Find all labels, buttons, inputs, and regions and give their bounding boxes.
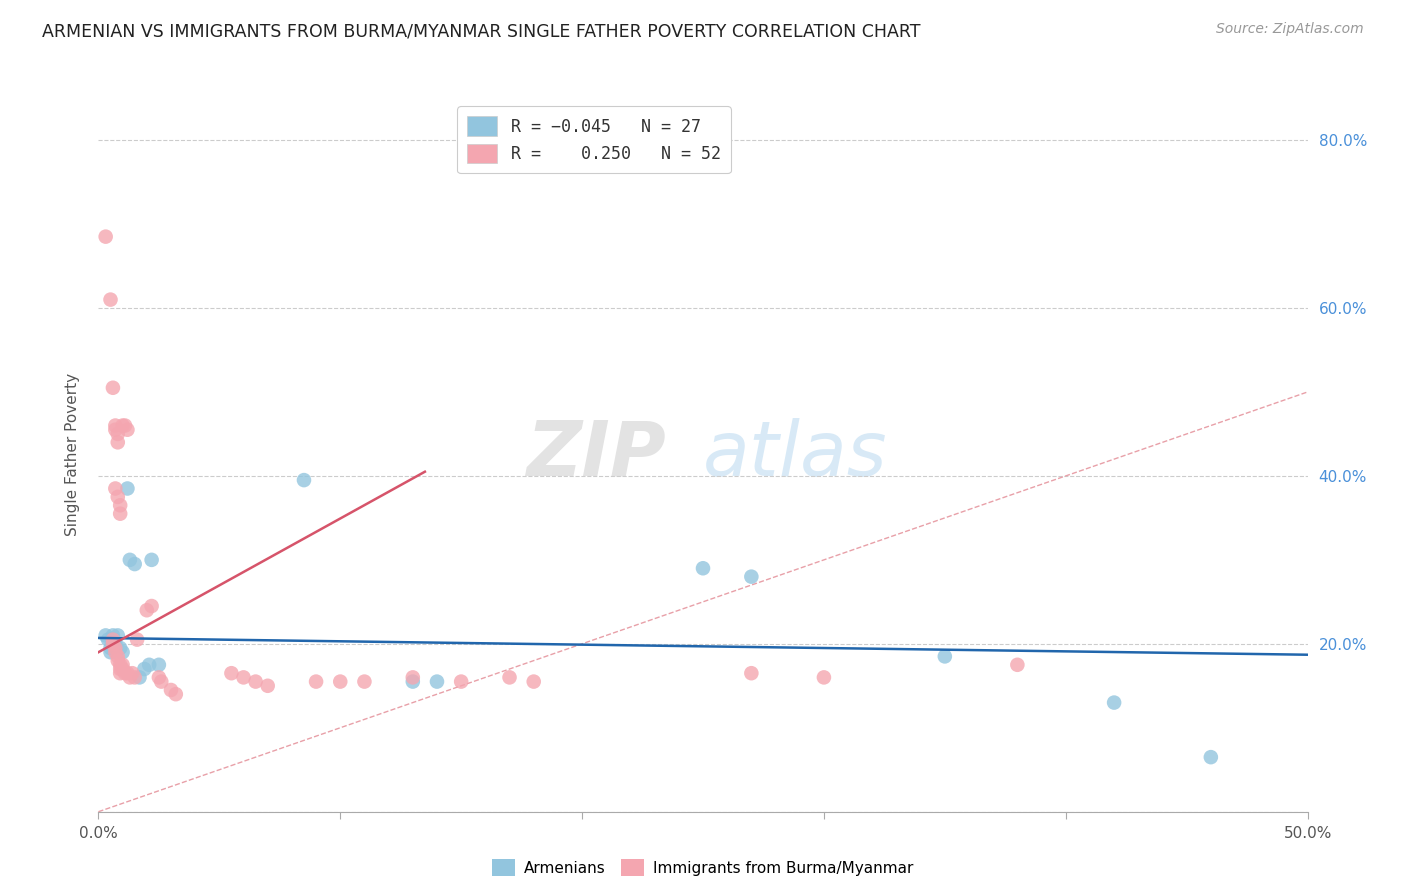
- Point: [498, 670, 520, 684]
- Point: [1102, 696, 1125, 710]
- Text: ARMENIAN VS IMMIGRANTS FROM BURMA/MYANMAR SINGLE FATHER POVERTY CORRELATION CHAR: ARMENIAN VS IMMIGRANTS FROM BURMA/MYANMA…: [42, 22, 921, 40]
- Point: [108, 640, 131, 655]
- Text: ZIP: ZIP: [527, 418, 666, 491]
- Point: [138, 657, 160, 672]
- Point: [101, 381, 124, 395]
- Point: [111, 657, 134, 672]
- Point: [104, 482, 127, 496]
- Point: [292, 473, 315, 487]
- Point: [150, 674, 173, 689]
- Point: [124, 557, 146, 571]
- Point: [121, 666, 143, 681]
- Point: [104, 423, 127, 437]
- Point: [104, 645, 127, 659]
- Point: [148, 670, 170, 684]
- Point: [114, 418, 136, 433]
- Point: [426, 674, 449, 689]
- Point: [101, 628, 124, 642]
- Point: [353, 674, 375, 689]
- Point: [329, 674, 352, 689]
- Point: [141, 599, 163, 613]
- Point: [101, 632, 124, 647]
- Point: [934, 649, 956, 664]
- Point: [692, 561, 714, 575]
- Point: [813, 670, 835, 684]
- Point: [134, 662, 156, 676]
- Point: [108, 666, 131, 681]
- Point: [1199, 750, 1222, 764]
- Point: [740, 569, 762, 583]
- Point: [118, 670, 141, 684]
- Point: [740, 666, 762, 681]
- Y-axis label: Single Father Poverty: Single Father Poverty: [65, 374, 80, 536]
- Point: [107, 628, 129, 642]
- Point: [108, 657, 131, 672]
- Point: [165, 687, 187, 701]
- Point: [117, 423, 139, 437]
- Legend: Armenians, Immigrants from Burma/Myanmar: Armenians, Immigrants from Burma/Myanmar: [486, 853, 920, 882]
- Point: [221, 666, 243, 681]
- Point: [101, 637, 124, 651]
- Point: [101, 632, 124, 647]
- Point: [402, 674, 425, 689]
- Point: [124, 670, 146, 684]
- Point: [160, 683, 183, 698]
- Point: [111, 662, 134, 676]
- Point: [104, 418, 127, 433]
- Point: [128, 670, 150, 684]
- Point: [1007, 657, 1029, 672]
- Point: [111, 418, 134, 433]
- Point: [108, 662, 131, 676]
- Point: [118, 553, 141, 567]
- Point: [104, 640, 127, 655]
- Point: [232, 670, 254, 684]
- Point: [104, 637, 127, 651]
- Point: [108, 507, 131, 521]
- Point: [117, 666, 139, 681]
- Point: [523, 674, 546, 689]
- Point: [108, 498, 131, 512]
- Point: [100, 640, 122, 655]
- Point: [305, 674, 328, 689]
- Point: [107, 490, 129, 504]
- Point: [450, 674, 472, 689]
- Point: [148, 657, 170, 672]
- Point: [107, 426, 129, 441]
- Point: [127, 632, 149, 647]
- Point: [135, 603, 157, 617]
- Point: [104, 640, 127, 655]
- Text: Source: ZipAtlas.com: Source: ZipAtlas.com: [1216, 22, 1364, 37]
- Point: [100, 293, 122, 307]
- Point: [107, 435, 129, 450]
- Point: [97, 632, 120, 647]
- Point: [141, 553, 163, 567]
- Text: atlas: atlas: [703, 418, 887, 491]
- Point: [107, 654, 129, 668]
- Point: [114, 666, 136, 681]
- Point: [117, 482, 139, 496]
- Point: [100, 645, 122, 659]
- Point: [94, 628, 117, 642]
- Point: [256, 679, 278, 693]
- Point: [245, 674, 267, 689]
- Point: [107, 649, 129, 664]
- Point: [402, 670, 425, 684]
- Point: [111, 645, 134, 659]
- Point: [94, 229, 117, 244]
